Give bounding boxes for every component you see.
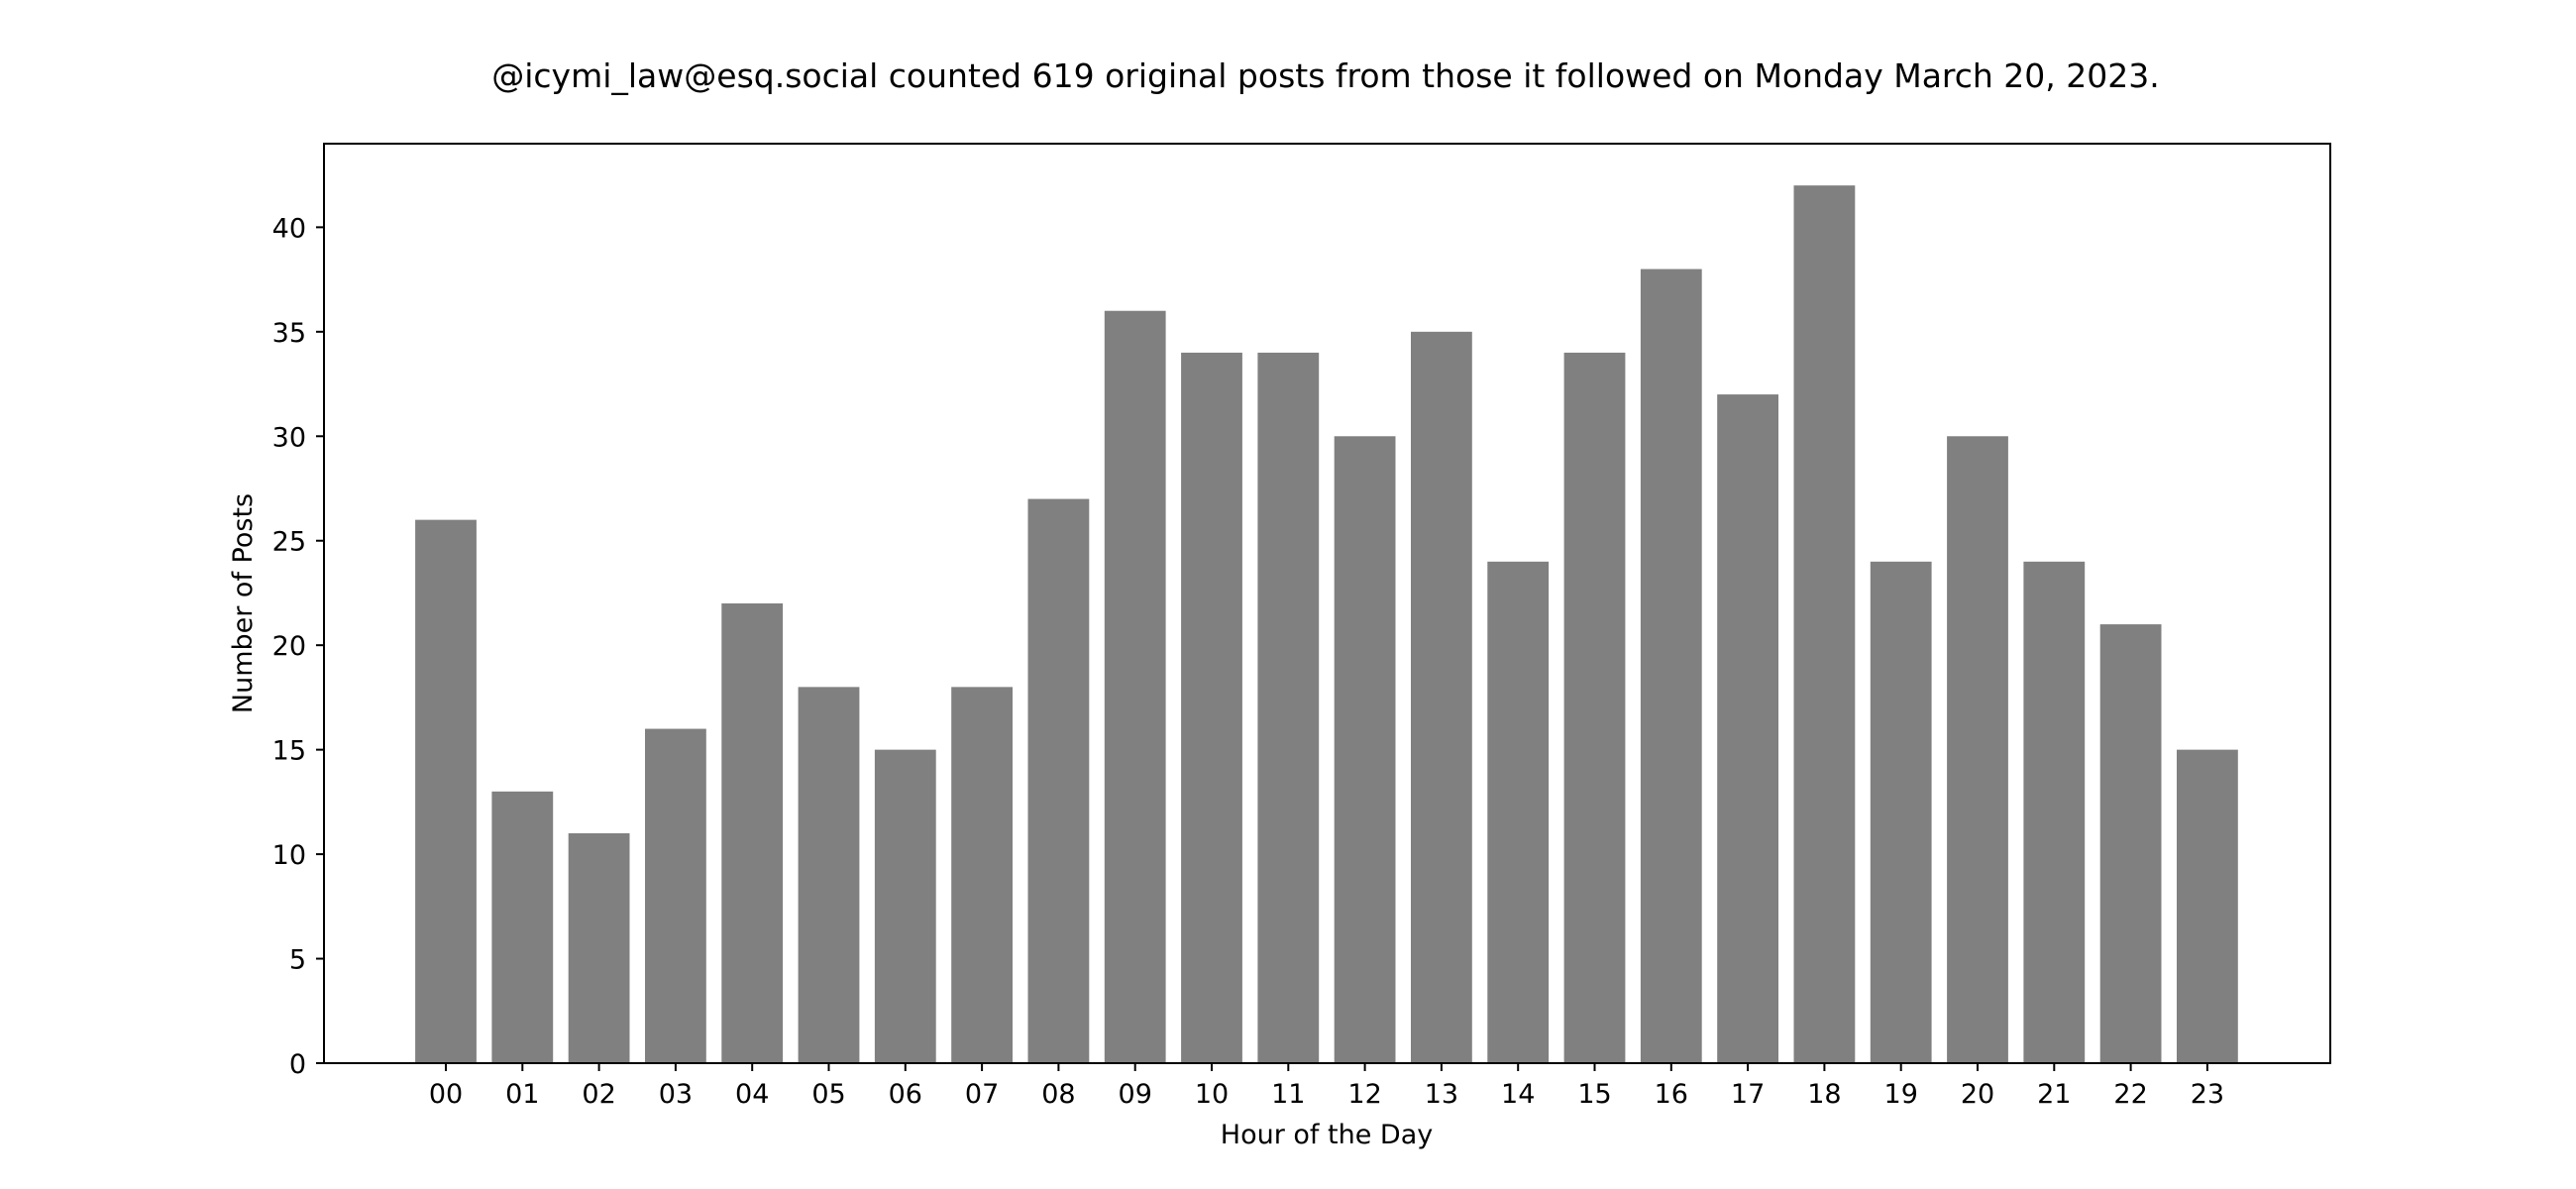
bar-01 [491, 791, 554, 1063]
x-tick-label: 12 [1347, 1079, 1381, 1110]
bar-14 [1487, 561, 1550, 1063]
x-tick-label: 18 [1807, 1079, 1841, 1110]
bar-17 [1717, 394, 1778, 1064]
x-tick-label: 04 [735, 1079, 769, 1110]
plot-frame [323, 143, 2331, 1064]
y-tick-label: 40 [272, 213, 306, 244]
x-tick-label: 01 [505, 1079, 539, 1110]
y-axis-ticks: 0 5 10 15 20 25 30 35 40 [272, 213, 324, 1080]
bar-23 [2177, 749, 2238, 1063]
y-tick-label: 25 [272, 527, 306, 558]
x-tick-label: 17 [1731, 1079, 1765, 1110]
x-tick-label: 19 [1884, 1079, 1918, 1110]
bar-09 [1104, 310, 1166, 1064]
bar-02 [568, 833, 630, 1063]
bars-group [415, 185, 2238, 1064]
x-tick-label: 05 [811, 1079, 845, 1110]
x-tick-label: 15 [1577, 1079, 1611, 1110]
x-tick-label: 11 [1271, 1079, 1305, 1110]
x-tick-label: 23 [2191, 1079, 2224, 1110]
bar-19 [1870, 561, 1932, 1063]
y-tick-label: 10 [272, 840, 306, 871]
bar-08 [1027, 498, 1090, 1063]
x-tick-label: 20 [1961, 1079, 1994, 1110]
x-tick-label: 03 [659, 1079, 693, 1110]
bar-00 [415, 519, 477, 1063]
bar-16 [1640, 269, 1702, 1063]
x-tick-label: 08 [1041, 1079, 1075, 1110]
x-tick-label: 14 [1501, 1079, 1535, 1110]
y-tick-label: 5 [289, 945, 306, 976]
x-axis-ticks: 00 01 02 03 04 05 06 07 08 09 10 11 12 13 14 15 16 17 18 19… [429, 1063, 2224, 1110]
chart-title: @icymi_law@esq.social counted 619 origin… [491, 56, 2160, 95]
bar-13 [1411, 331, 1472, 1063]
bar-05 [798, 687, 860, 1063]
bar-15 [1563, 352, 1626, 1063]
x-tick-label: 00 [429, 1079, 463, 1110]
x-tick-label: 10 [1195, 1079, 1229, 1110]
bar-18 [1793, 185, 1856, 1063]
x-axis-title: Hour of the Day [1221, 1120, 1433, 1150]
bar-11 [1257, 352, 1320, 1063]
x-tick-label: 09 [1119, 1079, 1152, 1110]
bar-22 [2099, 624, 2162, 1063]
x-tick-label: 02 [582, 1079, 615, 1110]
x-tick-label: 21 [2037, 1079, 2071, 1110]
y-tick-label: 20 [272, 631, 306, 662]
bar-21 [2023, 561, 2086, 1063]
bar-20 [1947, 436, 2008, 1063]
bar-04 [721, 603, 784, 1063]
x-tick-label: 16 [1655, 1079, 1688, 1110]
y-tick-label: 35 [272, 318, 306, 349]
bar-10 [1181, 352, 1242, 1063]
x-tick-label: 06 [889, 1079, 922, 1110]
y-tick-label: 30 [272, 422, 306, 453]
bar-07 [951, 687, 1013, 1063]
bar-06 [874, 749, 936, 1063]
bar-12 [1334, 436, 1396, 1063]
x-tick-label: 13 [1425, 1079, 1458, 1110]
x-tick-label: 07 [965, 1079, 999, 1110]
x-tick-label: 22 [2113, 1079, 2147, 1110]
y-tick-label: 0 [289, 1049, 306, 1080]
y-axis-title: Number of Posts [228, 493, 259, 713]
bar-03 [645, 728, 706, 1063]
y-tick-label: 15 [272, 736, 306, 767]
